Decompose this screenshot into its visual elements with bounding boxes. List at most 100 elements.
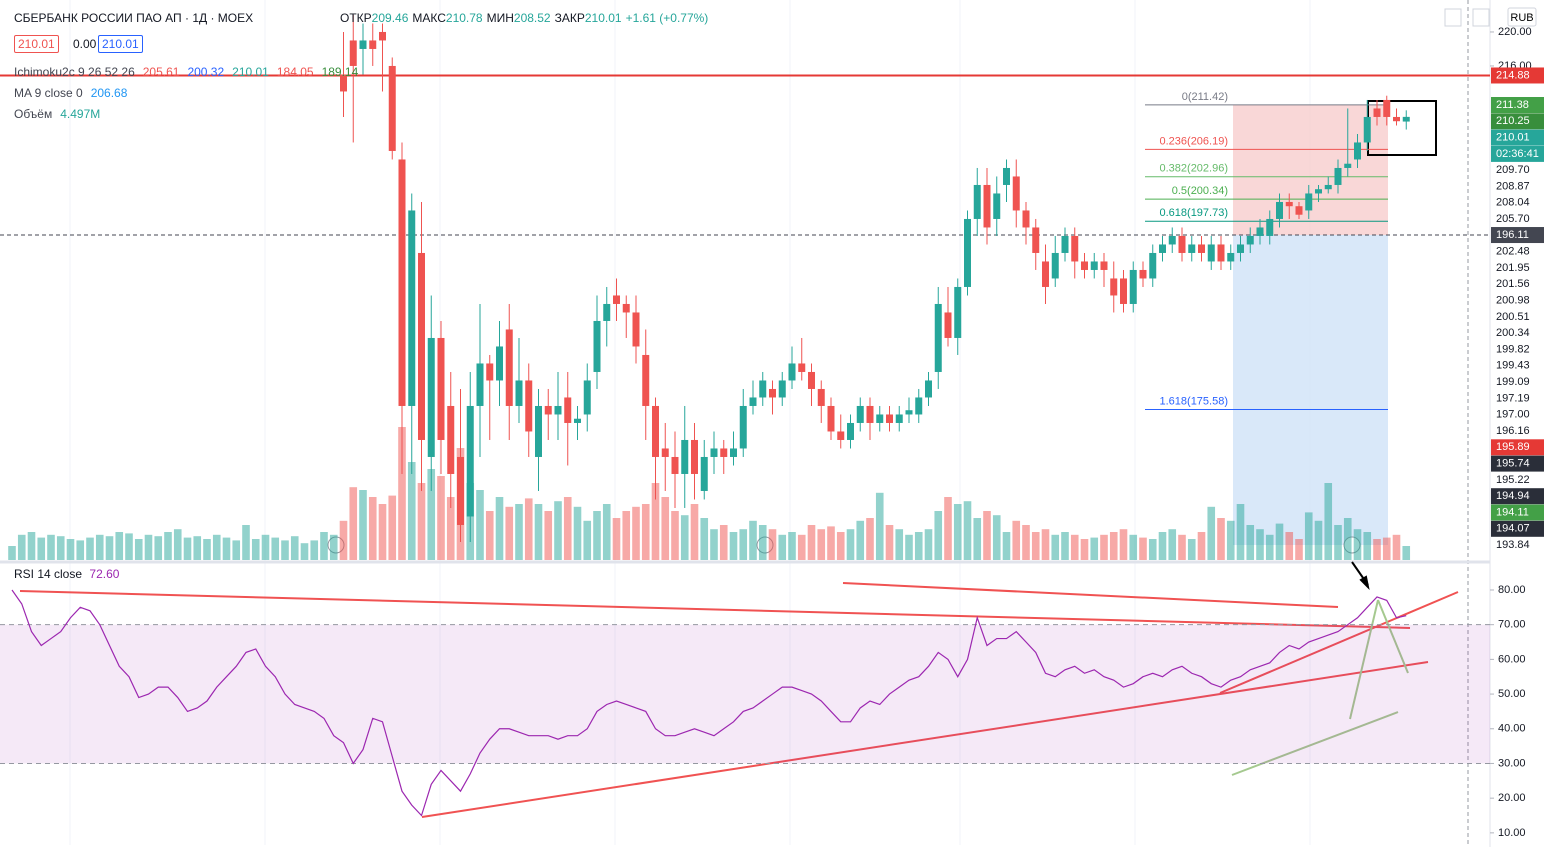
- currency-box[interactable]: [1507, 7, 1537, 27]
- settings-button[interactable]: [1472, 8, 1490, 27]
- volume-bar: [612, 518, 621, 560]
- volume-bar: [758, 525, 767, 560]
- volume-bar: [1129, 534, 1138, 560]
- volume-bar: [749, 520, 757, 560]
- volume-bar: [934, 511, 943, 560]
- volume-bar: [290, 536, 299, 560]
- volume-bar: [1002, 532, 1011, 560]
- volume-bar: [1265, 534, 1274, 560]
- candle-body: [622, 303, 630, 313]
- rsi-y-tick-label: 50.00: [1498, 688, 1526, 700]
- volume-bar: [232, 540, 241, 560]
- axis-badge-label: 199.43: [1496, 360, 1530, 372]
- volume-bar: [427, 469, 436, 560]
- volume-bar: [407, 462, 416, 560]
- candle-body: [681, 439, 689, 474]
- indicator-row: Объём 4.497M: [14, 104, 358, 125]
- volume-bar: [593, 511, 601, 560]
- rsi-line: [11, 589, 1407, 817]
- candle-body: [866, 405, 874, 423]
- volume-bar: [1246, 525, 1255, 560]
- candle-body: [457, 456, 464, 525]
- candle-body: [837, 431, 845, 440]
- candle-body: [749, 397, 757, 406]
- axis-badge-label: 205.70: [1496, 213, 1530, 225]
- candle-body: [983, 184, 991, 228]
- candle-body: [934, 303, 942, 372]
- candle-body: [739, 405, 747, 449]
- axis-badge-label: 197.00: [1496, 409, 1530, 421]
- volume-bar: [154, 536, 163, 560]
- indicator-legend: Ichimoku2c 9 26 52 26 205.61 200.32 210.01 1…: [14, 62, 358, 125]
- volume-bar: [1295, 539, 1303, 560]
- volume-bar: [203, 539, 211, 560]
- candles: [340, 14, 1410, 542]
- volume-bar: [836, 532, 845, 560]
- volume-bar: [632, 506, 640, 560]
- axis-badge-label: 199.09: [1496, 376, 1530, 388]
- volume-bar: [261, 534, 270, 560]
- price-button[interactable]: 210.01: [98, 35, 143, 53]
- volume-bar: [1236, 504, 1245, 560]
- rsi-legend: RSI 14 close 72.60: [14, 567, 119, 581]
- axis-badge-label: 201.95: [1496, 262, 1530, 274]
- candle-body: [1168, 235, 1176, 245]
- axis-badge: [1491, 97, 1544, 113]
- candle-body: [1120, 278, 1127, 304]
- candle-body: [437, 337, 445, 440]
- indicator-row: MA 9 close 0 206.68: [14, 83, 358, 104]
- volume-bar: [1324, 483, 1333, 560]
- volume-bar: [1012, 520, 1021, 560]
- volume-bar: [1207, 506, 1216, 560]
- indicator-value: 206.68: [90, 86, 128, 100]
- volume-bar: [914, 532, 923, 560]
- volume-bar: [56, 536, 65, 560]
- volume-bar: [1373, 539, 1381, 560]
- axis-badge-label: 210.01: [1496, 132, 1530, 144]
- candle-body: [603, 303, 611, 321]
- volume-bar: [417, 483, 426, 560]
- volume-bar: [173, 529, 182, 560]
- axis-badge: [1491, 455, 1544, 472]
- volume-bar: [680, 515, 689, 560]
- axis-badge: [1491, 113, 1544, 130]
- volume-bar: [378, 504, 387, 560]
- volume-bar: [398, 427, 406, 560]
- indicator-name: Ichimoku2c 9 26 52 26: [14, 65, 135, 79]
- ohlc-value: 209.46: [371, 11, 409, 25]
- volume-bar: [144, 534, 153, 560]
- candle-body: [642, 354, 650, 406]
- candle-body: [1266, 218, 1274, 236]
- volume-bar: [661, 497, 670, 560]
- price-button[interactable]: 0.00: [73, 37, 97, 51]
- fib-label: 0.618(197.73): [1160, 207, 1229, 219]
- ohlc-value: 210.78: [445, 11, 483, 25]
- volume-bar: [1031, 532, 1040, 560]
- price-button[interactable]: 210.01: [14, 35, 59, 53]
- volume-bar: [281, 540, 289, 560]
- volume-bar: [1343, 518, 1352, 560]
- candle-body: [1227, 252, 1235, 262]
- candle-body: [925, 380, 932, 398]
- volume-bar: [359, 490, 367, 560]
- candle-body: [1081, 261, 1088, 270]
- candle-body: [388, 65, 396, 151]
- volume-bar: [992, 515, 1001, 560]
- scroll-button[interactable]: [1444, 8, 1462, 27]
- candle-body: [691, 439, 698, 474]
- axis-badge-label: 199.82: [1496, 343, 1530, 355]
- volume-bar: [164, 532, 172, 560]
- candle-body: [856, 405, 864, 423]
- candle-body: [671, 456, 679, 474]
- volume-bar: [895, 529, 904, 560]
- volume-bar: [768, 529, 777, 560]
- volume-bar: [1168, 529, 1177, 560]
- symbol-title: СБЕРБАНК РОССИИ ПАО АП · 1Д · MOEX: [14, 11, 254, 25]
- volume-bar: [719, 525, 728, 560]
- candle-body: [993, 193, 1001, 219]
- indicator-value: 205.61: [142, 65, 180, 79]
- ohlc-key: ЗАКР: [554, 11, 585, 25]
- volume-bar: [310, 540, 319, 560]
- candle-body: [535, 405, 542, 457]
- axis-badge-label: 211.38: [1496, 99, 1529, 111]
